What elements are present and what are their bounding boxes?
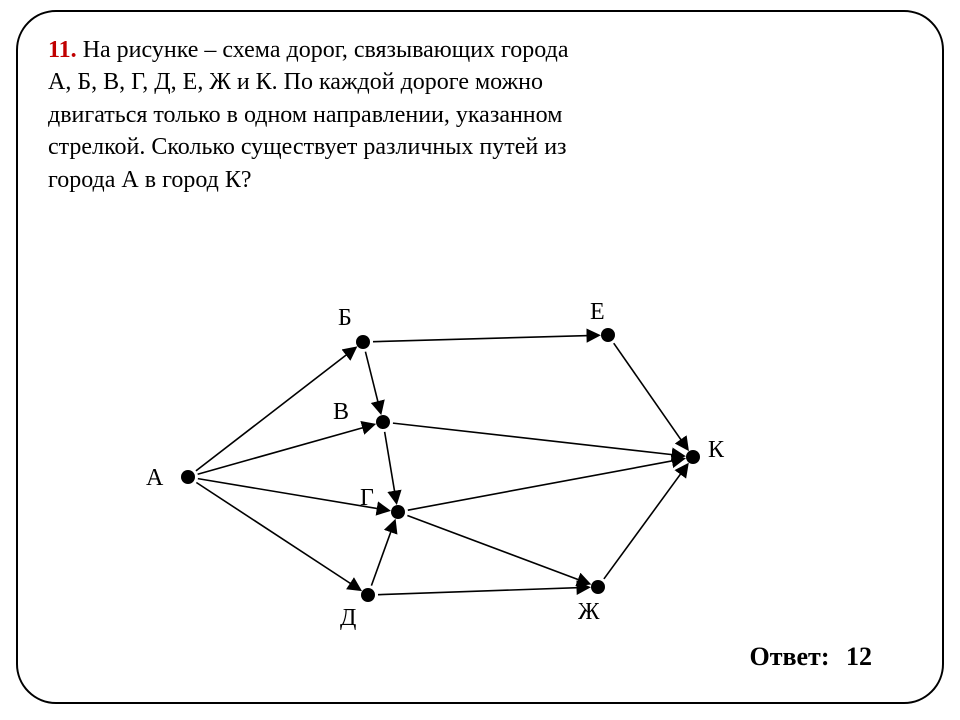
- node-K: [686, 450, 700, 464]
- edge-D-J: [378, 587, 588, 594]
- node-D: [361, 588, 375, 602]
- edge-D-G: [371, 521, 394, 585]
- node-B: [356, 335, 370, 349]
- question-text: 11. На рисунке – схема дорог, связывающи…: [48, 34, 588, 196]
- edge-V-K: [393, 423, 683, 456]
- edge-G-J: [407, 516, 588, 584]
- node-G: [391, 505, 405, 519]
- node-label-V: В: [333, 399, 349, 426]
- edge-B-E: [373, 335, 598, 341]
- node-label-G: Г: [360, 485, 374, 512]
- node-label-A: А: [146, 465, 163, 492]
- road-diagram: АБВГДЕЖК: [128, 287, 768, 627]
- node-label-B: Б: [338, 305, 352, 332]
- answer-value: 12: [846, 642, 872, 671]
- edge-B-V: [365, 352, 380, 413]
- node-A: [181, 470, 195, 484]
- node-label-K: К: [708, 437, 724, 464]
- problem-card: 11. На рисунке – схема дорог, связывающи…: [16, 10, 944, 704]
- edge-G-K: [408, 459, 683, 510]
- answer-label: Ответ:: [749, 642, 829, 671]
- node-V: [376, 415, 390, 429]
- node-label-E: Е: [590, 299, 605, 326]
- node-label-J: Ж: [578, 599, 600, 626]
- edge-E-K: [614, 343, 688, 449]
- question-body: На рисунке – схема дорог, связывающих го…: [48, 37, 568, 193]
- node-J: [591, 580, 605, 594]
- question-number: 11.: [48, 37, 77, 63]
- node-label-D: Д: [340, 605, 356, 632]
- edge-A-D: [196, 482, 359, 589]
- graph-svg: [128, 287, 768, 627]
- node-E: [601, 328, 615, 342]
- edge-V-G: [385, 432, 397, 502]
- answer-block: Ответ: 12: [749, 642, 872, 672]
- edge-J-K: [604, 465, 687, 579]
